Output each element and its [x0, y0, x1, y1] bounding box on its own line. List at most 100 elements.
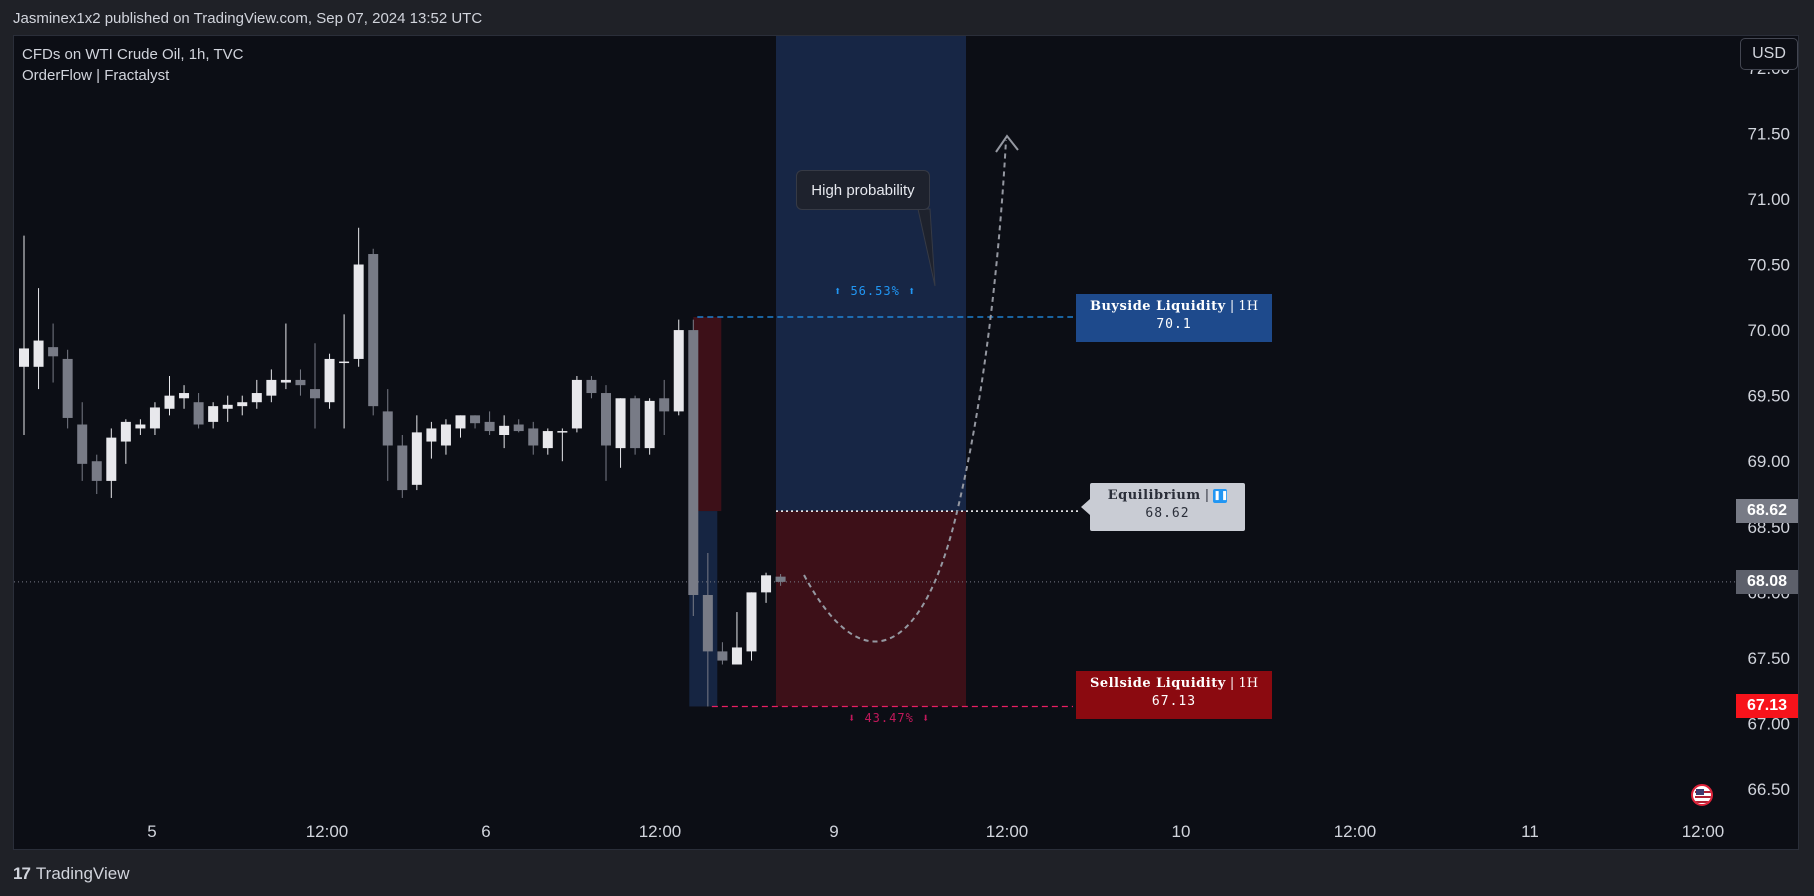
- sellside-price-badge: 67.13: [1736, 694, 1798, 719]
- footer-bar: [0, 856, 1814, 896]
- x-tick-label-4: 9: [829, 822, 838, 841]
- candle-body-32: [484, 421, 495, 432]
- candle-body-38: [571, 379, 582, 429]
- y-tick-label-10: 67.00: [1747, 715, 1790, 734]
- discount-zone: [776, 511, 966, 707]
- premium-zone: [776, 36, 966, 512]
- candle-body-25: [382, 411, 393, 446]
- buyside-sep: |: [1229, 299, 1235, 314]
- candle-body-15: [237, 402, 248, 407]
- candle-body-7: [120, 421, 131, 442]
- candle-body-47: [702, 595, 713, 652]
- equilibrium-sep: |: [1204, 488, 1210, 503]
- x-tick-label-3: 12:00: [639, 822, 682, 841]
- candle-body-37: [557, 431, 568, 433]
- pause-icon: ❚❚: [1213, 488, 1229, 503]
- candle-body-34: [513, 424, 524, 432]
- candle-body-1: [33, 340, 44, 367]
- x-tick-label-2: 6: [481, 822, 490, 841]
- published-bar: Jasminex1x2 published on TradingView.com…: [0, 0, 1814, 36]
- candle-body-33: [499, 425, 510, 435]
- high-probability-callout[interactable]: High probability: [796, 170, 930, 210]
- sellside-sep: |: [1229, 676, 1235, 691]
- tradingview-logo-icon: 17: [13, 864, 31, 883]
- y-tick-label-3: 70.50: [1747, 256, 1790, 275]
- candle-body-4: [77, 424, 88, 464]
- currency-button[interactable]: USD: [1740, 38, 1798, 70]
- candle-body-17: [266, 379, 277, 396]
- candle-body-27: [411, 432, 422, 485]
- candle-body-30: [455, 415, 466, 429]
- x-tick-label-0: 5: [147, 822, 156, 841]
- candle-body-31: [470, 415, 481, 424]
- candle-body-19: [295, 379, 306, 386]
- candle-body-46: [688, 330, 699, 595]
- candle-body-23: [353, 264, 364, 359]
- candle-body-24: [368, 254, 379, 407]
- us-flag-icon[interactable]: [1691, 784, 1713, 806]
- buyside-liquidity-label[interactable]: Buyside Liquidity | 1H 70.1: [1076, 294, 1272, 342]
- candle-body-21: [324, 358, 335, 403]
- projection-arrowhead: [995, 134, 1019, 153]
- equilibrium-name: Equilibrium: [1107, 488, 1201, 503]
- equilibrium-label[interactable]: Equilibrium | ❚❚ 68.62: [1081, 483, 1245, 531]
- candle-body-10: [164, 395, 175, 409]
- x-tick-label-7: 12:00: [1334, 822, 1377, 841]
- y-tick-label-2: 71.00: [1747, 190, 1790, 209]
- x-tick-label-1: 12:00: [306, 822, 349, 841]
- buyside-value: 70.1: [1156, 317, 1192, 332]
- tradingview-logo[interactable]: 17 TradingView: [13, 864, 129, 884]
- candle-body-26: [397, 445, 408, 491]
- indicator-title[interactable]: OrderFlow | Fractalyst: [22, 67, 170, 84]
- projection-path: [803, 139, 1007, 643]
- candle-body-2: [48, 347, 59, 357]
- candle-body-12: [193, 402, 204, 425]
- candle-body-13: [208, 406, 219, 422]
- buyside-timeframe: 1H: [1238, 299, 1259, 314]
- candle-body-43: [644, 400, 655, 449]
- sellside-timeframe: 1H: [1238, 676, 1259, 691]
- candle-body-18: [280, 379, 291, 383]
- candle-body-14: [222, 404, 233, 409]
- candle-body-39: [586, 379, 597, 394]
- y-tick-label-9: 67.50: [1747, 649, 1790, 668]
- equilibrium-price-badge: 68.62: [1736, 499, 1798, 524]
- sellside-name: Sellside Liquidity: [1089, 676, 1226, 691]
- candle-body-48: [717, 651, 728, 661]
- candle-body-28: [426, 428, 437, 442]
- symbol-title[interactable]: CFDs on WTI Crude Oil, 1h, TVC: [22, 46, 244, 63]
- candle-body-16: [251, 393, 262, 403]
- discount-percent-label: ⬇ 43.47% ⬇: [848, 711, 931, 725]
- y-tick-label-4: 70.00: [1747, 321, 1790, 340]
- candle-body-3: [62, 358, 73, 418]
- candle-body-50: [746, 592, 757, 652]
- candle-body-8: [135, 424, 146, 429]
- sellside-liquidity-label[interactable]: Sellside Liquidity | 1H 67.13: [1076, 671, 1272, 719]
- candle-body-9: [149, 407, 160, 429]
- candle-body-29: [440, 424, 451, 446]
- candle-body-0: [19, 348, 29, 367]
- premium-percent-label: ⬆ 56.53% ⬆: [834, 284, 917, 298]
- candle-body-41: [615, 398, 626, 449]
- candle-body-42: [630, 398, 641, 449]
- candle-body-6: [106, 437, 117, 481]
- x-tick-label-6: 10: [1172, 822, 1191, 841]
- equilibrium-value: 68.62: [1145, 506, 1190, 521]
- y-tick-label-6: 69.00: [1747, 452, 1790, 471]
- buyside-name: Buyside Liquidity: [1089, 299, 1226, 314]
- candle-body-22: [339, 361, 350, 364]
- tradingview-logo-text: TradingView: [35, 864, 130, 883]
- candle-body-36: [542, 431, 553, 449]
- candle-body-51: [761, 575, 772, 593]
- y-tick-label-1: 71.50: [1747, 124, 1790, 143]
- sellside-value: 67.13: [1151, 694, 1197, 709]
- candle-body-11: [179, 393, 190, 399]
- candle-body-44: [659, 398, 670, 412]
- candle-body-5: [91, 461, 102, 481]
- candle-body-35: [528, 428, 539, 446]
- candle-body-52: [775, 576, 786, 582]
- x-tick-label-9: 12:00: [1682, 822, 1725, 841]
- candle-body-49: [731, 647, 742, 665]
- last-price-badge: 68.08: [1736, 569, 1798, 594]
